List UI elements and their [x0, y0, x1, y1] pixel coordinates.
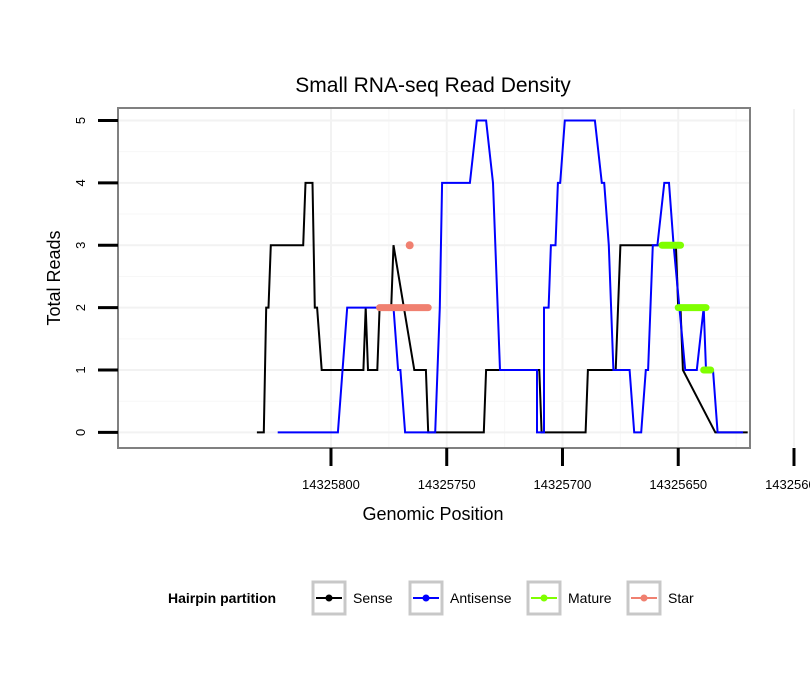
- legend: Hairpin partition Sense Antisense Mature St…: [168, 580, 694, 616]
- legend-title: Hairpin partition: [168, 590, 276, 606]
- y-axis-title: Total Reads: [44, 230, 64, 325]
- y-axis: 0 1 2 3 4 5: [73, 117, 118, 436]
- antisense-legend-dot: [422, 594, 430, 602]
- y-tick-label: 0: [73, 429, 88, 436]
- sense-series-line: [256, 181, 748, 434]
- star-point: [405, 241, 414, 250]
- plot-panel: [117, 107, 751, 449]
- sense-legend-dot: [325, 594, 333, 602]
- x-axis: 14325800 14325750 14325700 14325650 14325600: [302, 448, 810, 492]
- x-tick-label: 14325600: [765, 477, 810, 492]
- series-layer: [256, 119, 748, 434]
- y-tick-label: 5: [73, 117, 88, 124]
- sense-legend-label: Sense: [353, 590, 393, 606]
- star-legend-dot: [640, 594, 648, 602]
- antisense-legend-label: Antisense: [450, 590, 512, 606]
- antisense-series-line: [277, 119, 744, 434]
- chart-title: Small RNA-seq Read Density: [295, 74, 571, 97]
- mature-legend-dot: [540, 594, 548, 602]
- y-tick-label: 2: [73, 304, 88, 311]
- grid-lines: [119, 109, 795, 447]
- x-axis-title: Genomic Position: [362, 504, 503, 524]
- y-tick-label: 3: [73, 242, 88, 249]
- x-tick-label: 14325800: [302, 477, 360, 492]
- y-tick-label: 4: [73, 179, 88, 186]
- x-tick-label: 14325650: [649, 477, 707, 492]
- mature-legend-label: Mature: [568, 590, 612, 606]
- star-legend-label: Star: [668, 590, 694, 606]
- x-tick-label: 14325700: [534, 477, 592, 492]
- x-tick-label: 14325750: [418, 477, 476, 492]
- y-tick-label: 1: [73, 366, 88, 373]
